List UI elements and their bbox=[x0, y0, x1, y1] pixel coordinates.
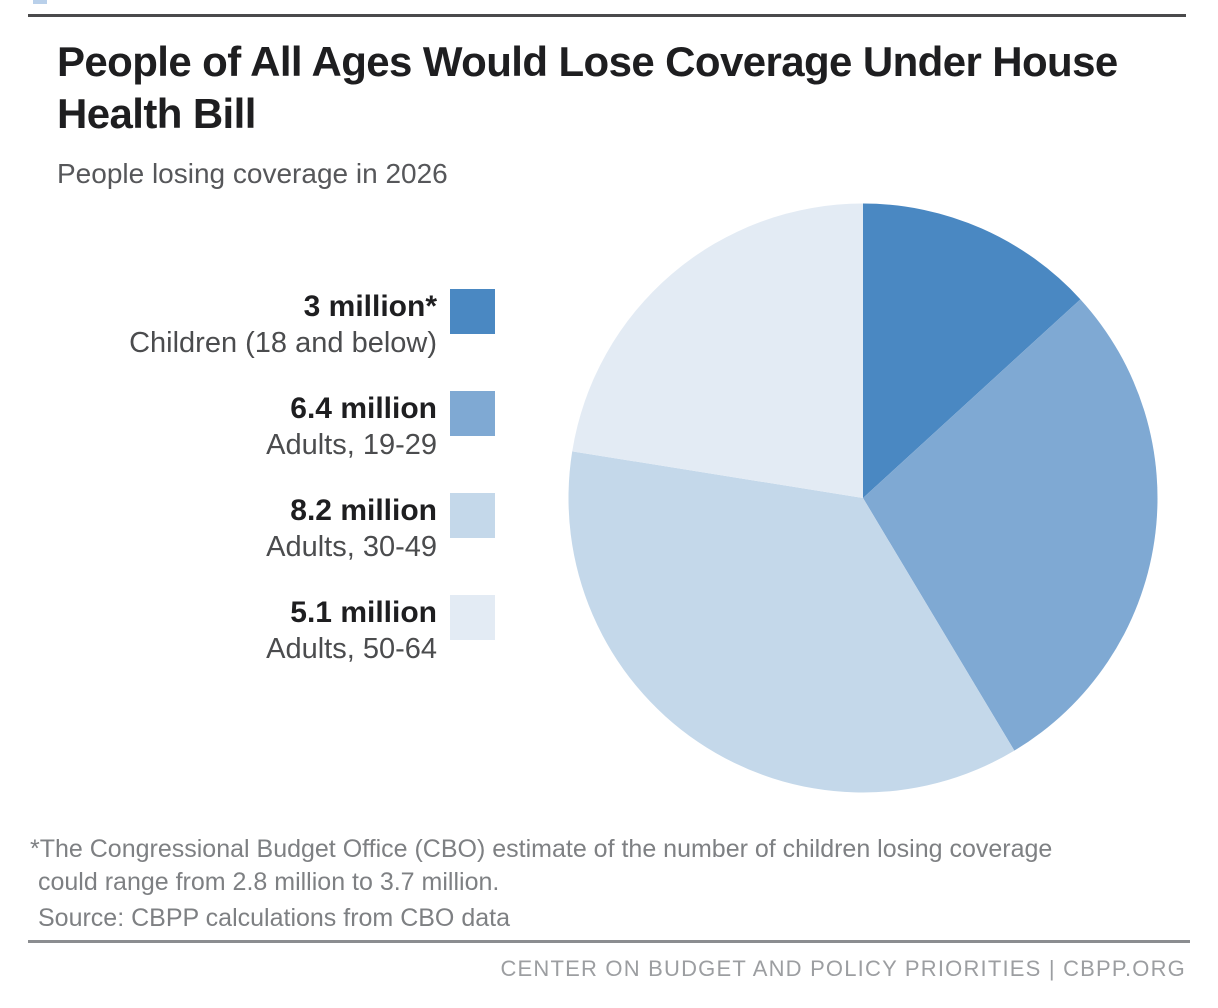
legend-text-block: 5.1 million Adults, 50-64 bbox=[30, 595, 450, 667]
legend-label: Adults, 19-29 bbox=[266, 429, 437, 461]
legend-text-block: 8.2 million Adults, 30-49 bbox=[30, 493, 450, 565]
legend-item-children: 3 million* Children (18 and below) bbox=[30, 289, 495, 361]
legend-label: Adults, 50-64 bbox=[266, 633, 437, 665]
legend-swatch bbox=[450, 595, 495, 640]
pie-slice bbox=[572, 203, 863, 498]
pie-slice bbox=[568, 451, 1015, 793]
legend-value: 8.2 million bbox=[290, 494, 437, 527]
top-divider bbox=[28, 14, 1186, 17]
legend-text-block: 3 million* Children (18 and below) bbox=[30, 289, 450, 361]
bottom-divider bbox=[28, 940, 1190, 943]
chart-title: People of All Ages Would Lose Coverage U… bbox=[57, 38, 1118, 138]
legend-label: Adults, 30-49 bbox=[266, 531, 437, 563]
pie-chart bbox=[568, 203, 1158, 793]
legend-item-adults-19-29: 6.4 million Adults, 19-29 bbox=[30, 391, 495, 463]
footnote: *The Congressional Budget Office (CBO) e… bbox=[30, 833, 1195, 899]
source-line: Source: CBPP calculations from CBO data bbox=[38, 904, 510, 932]
legend-text-block: 6.4 million Adults, 19-29 bbox=[30, 391, 450, 463]
pie-legend: 3 million* Children (18 and below) 6.4 m… bbox=[30, 289, 495, 697]
chart-subtitle: People losing coverage in 2026 bbox=[57, 158, 448, 189]
legend-swatch bbox=[450, 391, 495, 436]
legend-value: 5.1 million bbox=[290, 596, 437, 629]
footer-branding: CENTER ON BUDGET AND POLICY PRIORITIES |… bbox=[500, 956, 1186, 981]
legend-swatch bbox=[450, 289, 495, 334]
legend-label: Children (18 and below) bbox=[129, 327, 437, 359]
pie-slice bbox=[863, 299, 1158, 751]
legend-item-adults-50-64: 5.1 million Adults, 50-64 bbox=[30, 595, 495, 667]
screenshot-edge-artifact bbox=[33, 0, 47, 4]
legend-swatch bbox=[450, 493, 495, 538]
legend-item-adults-30-49: 8.2 million Adults, 30-49 bbox=[30, 493, 495, 565]
footnote-line: could range from 2.8 million to 3.7 mill… bbox=[38, 868, 500, 896]
pie-slice bbox=[863, 203, 1081, 498]
legend-value: 3 million* bbox=[303, 290, 437, 323]
legend-value: 6.4 million bbox=[290, 392, 437, 425]
footnote-line: *The Congressional Budget Office (CBO) e… bbox=[30, 835, 1053, 863]
